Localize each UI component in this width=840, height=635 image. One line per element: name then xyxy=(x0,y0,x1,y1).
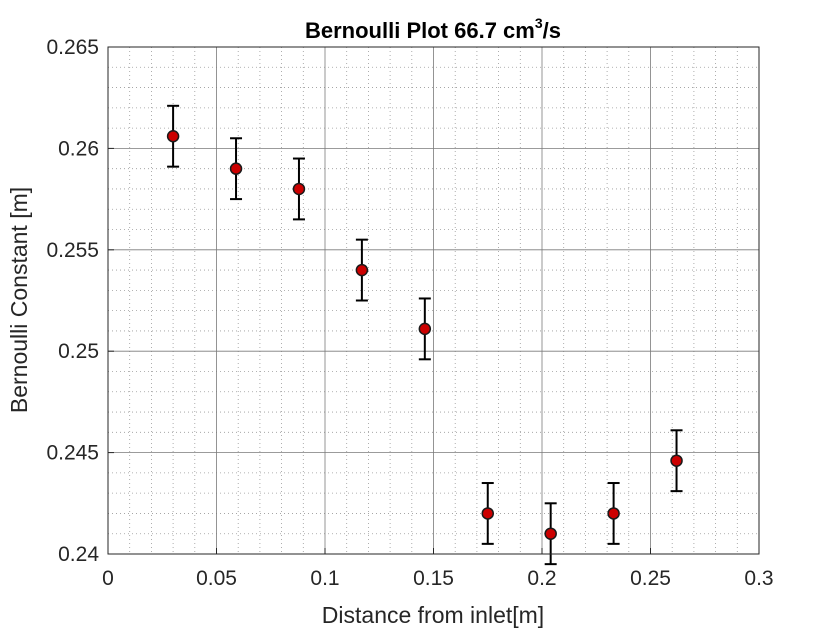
y-axis-label: Bernoulli Constant [m] xyxy=(6,187,32,413)
data-point-group xyxy=(418,297,432,361)
data-point xyxy=(544,527,557,540)
data-point xyxy=(607,507,620,520)
x-tick-label: 0.05 xyxy=(196,567,237,590)
chart-title-main: Bernoulli Plot 66.7 cm xyxy=(305,18,535,43)
x-tick-label: 0.2 xyxy=(527,567,556,590)
y-tick-label: 0.26 xyxy=(58,137,99,160)
data-point xyxy=(355,263,369,277)
data-point xyxy=(481,507,494,520)
data-layer xyxy=(166,104,683,566)
data-point xyxy=(670,454,683,467)
y-tick-label: 0.245 xyxy=(46,442,99,465)
chart-title-superscript: 3 xyxy=(535,15,543,31)
chart-title: Bernoulli Plot 66.7 cm3/s xyxy=(305,15,561,43)
major-grid xyxy=(108,47,759,554)
data-point-group xyxy=(229,137,243,201)
x-tick-label: 0.25 xyxy=(630,567,671,590)
y-tick-label: 0.265 xyxy=(46,36,99,59)
y-tick-label: 0.25 xyxy=(58,340,99,363)
data-point-group xyxy=(670,429,683,493)
data-point-group xyxy=(607,482,620,545)
data-point-group xyxy=(481,482,494,545)
data-point-group xyxy=(355,238,369,302)
x-tick-label: 0.1 xyxy=(310,567,339,590)
x-tick-label: 0.3 xyxy=(744,567,773,590)
x-axis-label: Distance from inlet[m] xyxy=(322,602,544,628)
x-tick-label: 0.15 xyxy=(413,567,454,590)
data-point xyxy=(229,162,243,175)
data-point xyxy=(166,129,180,143)
y-axis-ticks: 0.24 0.245 0.25 0.255 0.26 0.265 xyxy=(46,36,114,566)
y-tick-label: 0.255 xyxy=(46,239,99,262)
chart-title-suffix: /s xyxy=(543,18,561,43)
x-axis-ticks: 0 0.05 0.1 0.15 0.2 0.25 0.3 xyxy=(102,548,774,590)
data-point xyxy=(292,182,306,196)
data-point-group xyxy=(166,104,180,168)
data-point-group xyxy=(292,157,306,221)
y-tick-label: 0.24 xyxy=(58,543,99,566)
x-tick-label: 0 xyxy=(102,567,114,590)
data-point xyxy=(418,322,432,336)
